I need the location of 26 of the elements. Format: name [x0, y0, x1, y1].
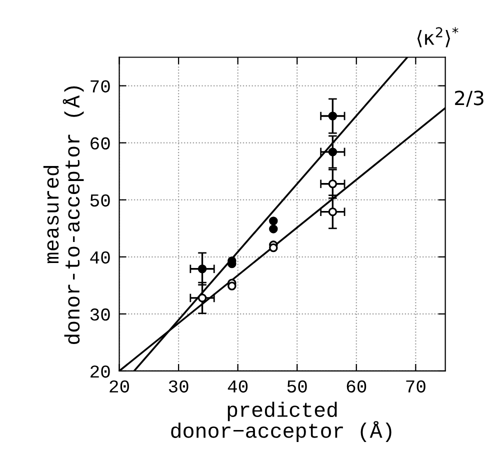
- x-tick-label: 70: [406, 380, 426, 393]
- y-axis-title: measured donor-to-acceptor (Å): [43, 86, 84, 344]
- x-axis-title: predicted donor−acceptor (Å): [171, 402, 392, 442]
- y-tick-label: 40: [90, 251, 110, 264]
- annotation: ⟨κ$^{2}$⟩$^{*}$: [417, 27, 458, 48]
- point: [328, 148, 338, 156]
- annotation: 2/3: [455, 90, 484, 107]
- x-tick-label: 30: [168, 380, 188, 393]
- point: [328, 207, 338, 216]
- point: [269, 243, 278, 252]
- point: [228, 282, 236, 290]
- point: [198, 264, 207, 274]
- point: [269, 216, 278, 226]
- x-tick-label: 60: [346, 380, 366, 393]
- y-tick-label: 50: [90, 194, 110, 207]
- x-tick-label: 50: [287, 380, 307, 393]
- y-tick-label: 70: [90, 80, 110, 92]
- y-tick-label: 20: [90, 365, 110, 378]
- point: [269, 224, 278, 234]
- x-tick-label: 40: [228, 380, 248, 393]
- point: [198, 294, 207, 302]
- y-tick-label: 30: [90, 308, 110, 321]
- x-tick-label: 20: [110, 380, 130, 393]
- point: [328, 112, 338, 120]
- point: [328, 180, 338, 188]
- y-tick-label: 60: [90, 137, 110, 150]
